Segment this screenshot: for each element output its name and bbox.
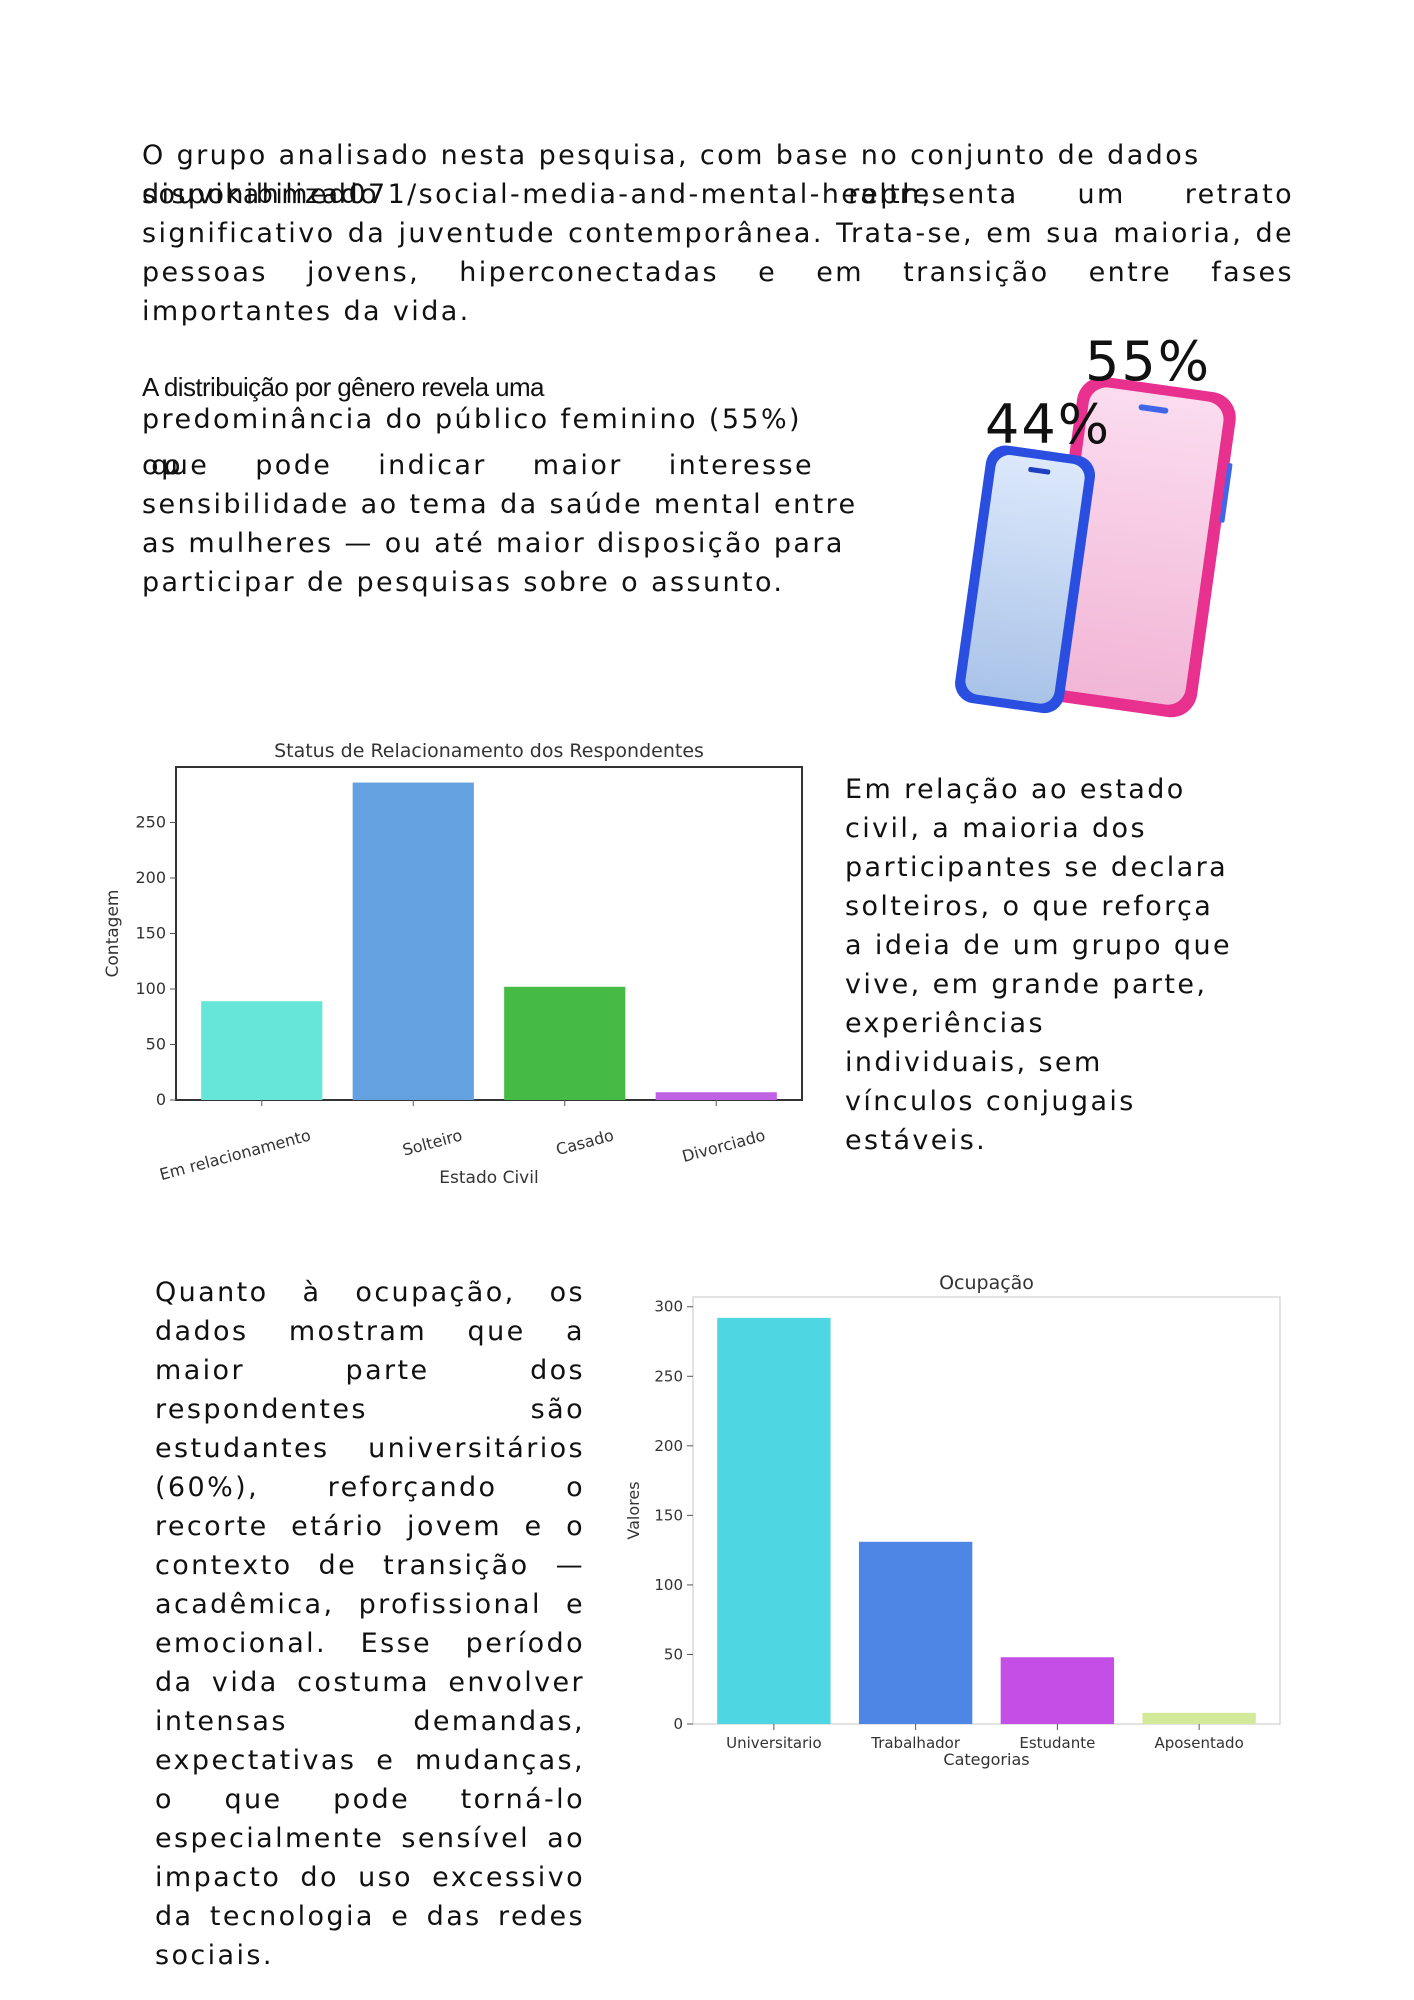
plot-frame [692,1296,1281,1725]
x-axis-label: Estado Civil [439,1168,538,1188]
relationship-paragraph: Em relação ao estado civil, a maioria do… [845,774,1232,1156]
male-phone [955,445,1096,714]
y-tick-label: 50 [146,1035,166,1054]
gender-line-3: ou o que pode indicar maior interesse [142,446,814,485]
y-tick-label: 300 [654,1298,683,1316]
x-tick-label: Divorciado [680,1126,767,1166]
y-tick-label: 50 [664,1645,683,1663]
intro-paragraph: O grupo analisado nesta pesquisa, com ba… [142,136,1294,331]
x-tick-label: Universitario [726,1734,822,1752]
x-tick-label: Aposentado [1154,1734,1243,1752]
chart-title: Ocupação [939,1275,1034,1294]
x-axis-label: Categorias [943,1750,1029,1769]
bar-casado [504,986,626,1100]
y-tick-label: 150 [654,1506,683,1524]
gender-paragraph: sensibilidade ao tema da saúde mental en… [142,489,858,598]
gender-ou-a: ou [142,450,181,481]
bar-divorciado [655,1092,777,1100]
x-tick-label: Estudante [1019,1734,1095,1752]
female-phone [1038,376,1236,718]
y-tick-label: 250 [654,1367,683,1385]
x-tick-label: Casado [554,1126,616,1160]
intro-dataset-name: souvikahmed071/social-media-and-mental-h… [142,179,933,210]
y-tick-label: 150 [135,924,166,943]
relationship-chart: Status de Relacionamento dos Respondente… [103,735,814,1205]
y-tick-label: 200 [135,868,166,887]
y-axis-label: Valores [625,1481,643,1539]
intro-line-1: O grupo analisado nesta pesquisa, com ba… [142,140,1201,171]
occupation-paragraph: Quanto à ocupação, os dados mostram que … [155,1277,585,1971]
y-tick-label: 0 [156,1090,166,1109]
y-tick-label: 200 [654,1437,683,1455]
intro-line-2-rest: representa um retrato [848,179,1294,210]
bar-universitario [717,1317,831,1724]
chart-title: Status de Relacionamento dos Respondente… [274,740,704,762]
gender-heading: A distribuição por gênero revela uma [142,372,544,402]
x-tick-label: Solteiro [400,1126,464,1160]
bar-trabalhador [858,1541,973,1724]
occupation-chart: Ocupação 0 50 100 150 200 250 300 Universitario T… [624,1272,1290,1795]
male-percentage: 44% [985,393,1112,456]
gender-line-2: predominância do público feminino (55%) [142,404,802,435]
y-axis-label: Contagem [104,890,123,978]
x-tick-label: Em relacionamento [157,1126,312,1185]
y-tick-label: 0 [673,1715,683,1733]
gender-phones-illustration [940,330,1240,730]
y-tick-label: 100 [135,979,166,998]
bar-solteiro [352,782,474,1100]
intro-line-2: disponibilizado souvikahmed071/social-me… [142,175,1294,214]
gender-ou-b: o [164,450,183,481]
y-tick-label: 250 [135,813,166,832]
x-tick-label: Trabalhador [870,1734,961,1752]
bar-em-relacionamento [201,1001,323,1100]
gender-line-3-rest: que pode indicar maior interesse [151,450,814,481]
intro-rest: significativo da juventude contemporânea… [142,218,1294,327]
intro-overlap-a: disponibilizado [142,179,379,210]
bar-estudante [1000,1657,1115,1724]
y-tick-label: 100 [654,1576,683,1594]
bar-aposentado [1142,1712,1256,1724]
female-percentage: 55% [1085,330,1212,393]
